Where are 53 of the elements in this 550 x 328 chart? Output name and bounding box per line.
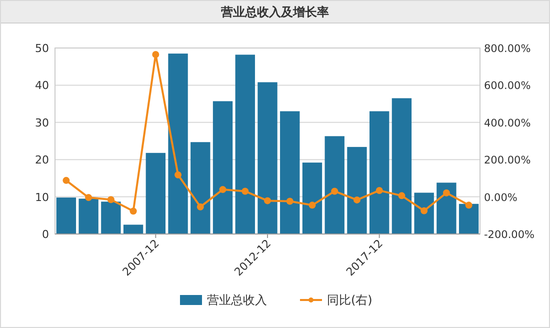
y-tick-label: 10 [35, 190, 49, 204]
point [442, 189, 450, 196]
point [242, 188, 249, 195]
point [376, 186, 383, 194]
point [196, 203, 204, 210]
bar [280, 111, 300, 234]
bar [370, 111, 390, 234]
point [398, 192, 406, 200]
bar [458, 204, 479, 234]
y2-tick-label: 0.00% [484, 192, 518, 204]
point [219, 186, 226, 194]
bar [347, 146, 367, 234]
bar [101, 202, 121, 234]
point [353, 196, 360, 204]
bar [56, 198, 76, 234]
y2-tick-label: 800.00% [484, 43, 531, 55]
bar [123, 224, 144, 234]
point [85, 194, 92, 202]
point [174, 171, 182, 178]
y2-tick-label: 600.00% [484, 80, 531, 92]
bar [190, 142, 210, 234]
point [331, 188, 338, 195]
bar [324, 136, 344, 234]
legend-label: 营业总收入 [207, 293, 267, 307]
bar [436, 182, 456, 234]
chart-title: 营业总收入及增长率 [220, 5, 329, 19]
point [286, 198, 294, 205]
point [130, 208, 137, 215]
legend-label: 同比(右) [327, 293, 372, 307]
point [62, 176, 70, 184]
bar [146, 152, 166, 234]
bar [168, 54, 188, 234]
point [107, 196, 114, 204]
y-tick-label: 20 [35, 154, 49, 167]
point [152, 51, 160, 58]
bar [212, 101, 233, 234]
point [420, 207, 428, 214]
point [465, 202, 472, 209]
y2-tick-label: 200.00% [484, 154, 531, 167]
bar [78, 198, 98, 234]
bar [235, 54, 255, 234]
bar [392, 98, 412, 234]
y-tick-label: 30 [35, 116, 49, 130]
point [308, 202, 316, 209]
y-tick-label: 40 [35, 79, 49, 92]
y-tick-label: 0 [42, 228, 49, 241]
bar [258, 82, 278, 234]
bar [414, 192, 434, 234]
y2-tick-label: -200.00% [484, 229, 535, 241]
y2-tick-label: 400.00% [484, 117, 531, 130]
point [264, 197, 271, 204]
y-tick-label: 50 [35, 42, 49, 55]
bar [302, 162, 322, 234]
